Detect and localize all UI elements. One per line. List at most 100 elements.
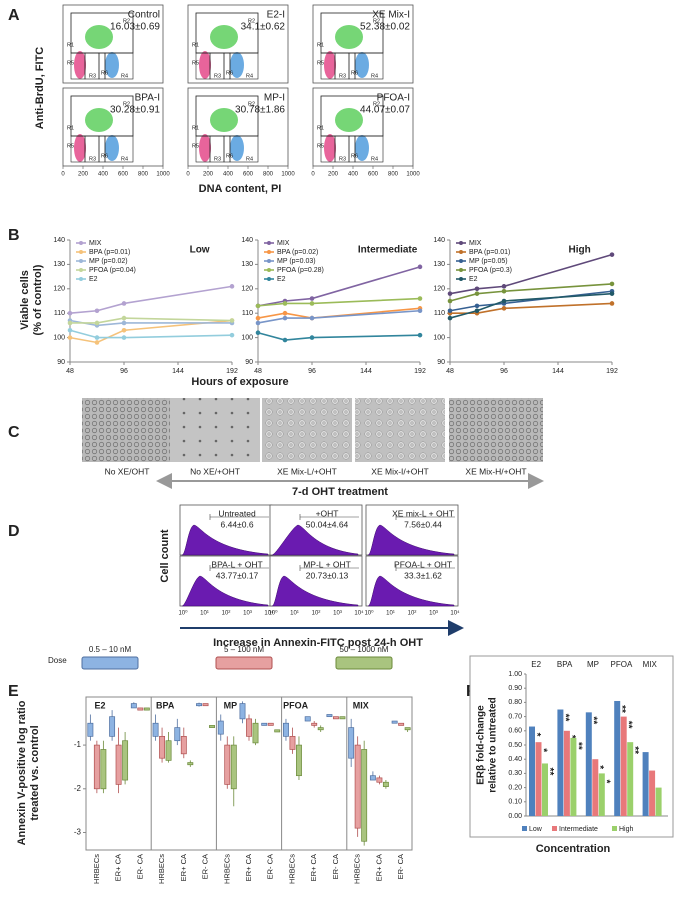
group-label: MP [224, 700, 238, 710]
data-point [501, 298, 507, 304]
cell-population [355, 135, 369, 161]
y-tick-label: 0.20 [508, 784, 522, 791]
data-point [309, 296, 315, 301]
x-tick-label: 96 [500, 368, 508, 375]
gate-label: R6 [351, 153, 358, 159]
series-line [257, 297, 421, 307]
gate-label: R5 [317, 60, 324, 66]
box [152, 722, 159, 737]
x-tick-label: 800 [138, 172, 149, 178]
plot-label: E2-I [267, 10, 285, 21]
bar [529, 726, 535, 816]
legend-swatch [335, 656, 393, 670]
bar [592, 759, 599, 816]
x-tick-label: 192 [414, 368, 426, 375]
legend-marker [459, 277, 463, 281]
y-tick-label: 0.70 [508, 713, 522, 720]
box [391, 720, 398, 724]
box [137, 707, 144, 711]
box [332, 716, 339, 720]
data-point [94, 335, 100, 340]
x-tick-label: 96 [308, 368, 316, 375]
x-tick-label: 48 [66, 368, 74, 375]
significance: ** [629, 746, 640, 754]
data-point [121, 327, 127, 333]
box [143, 707, 150, 711]
significance: * [601, 779, 612, 783]
data-point [282, 337, 288, 343]
box [224, 744, 231, 785]
legend-label: PFOA (p=0.3) [469, 267, 512, 274]
data-point [447, 298, 453, 304]
category-label: E2 [531, 660, 541, 669]
box [311, 722, 318, 726]
series-line [257, 307, 421, 319]
data-point [67, 320, 73, 326]
x-axis-label: DNA content, PI [199, 183, 282, 195]
y-tick-label: 120 [53, 286, 65, 293]
box [369, 775, 376, 781]
legend-marker [79, 250, 83, 254]
data-point [417, 296, 423, 301]
legend-swatch [522, 826, 527, 831]
data-point [309, 315, 315, 321]
gate [229, 52, 259, 80]
cell-population [105, 52, 119, 78]
y-tick-label: -2 [74, 784, 82, 793]
gate-label: R3 [89, 156, 96, 162]
legend-label: E2 [277, 276, 286, 283]
y-tick-label: 0.80 [508, 699, 522, 706]
y-tick-label: 0.00 [508, 813, 522, 820]
x-tick-label: 1000 [406, 172, 420, 178]
bar [570, 737, 577, 816]
x-tick-label: 1000 [156, 172, 170, 178]
x-tick-label: 400 [98, 172, 109, 178]
box [317, 727, 324, 731]
x-tick-label: 1000 [281, 172, 295, 178]
histogram-value: 33.3±1.62 [404, 570, 442, 580]
y-axis-label: treated vs. control [29, 725, 41, 820]
y-tick-label: 110 [434, 310, 445, 317]
series-line [449, 283, 613, 302]
gate [354, 52, 384, 80]
x-tick-label: 10⁰ [178, 610, 188, 617]
x-tick-label: 10² [222, 611, 231, 617]
plot-value: 52.38±0.02 [360, 22, 410, 33]
legend-swatch [215, 656, 273, 670]
x-tick-label: 10³ [333, 611, 342, 617]
legend-marker [459, 268, 463, 272]
y-tick-label: 0.50 [508, 742, 522, 749]
legend-label: MIX [89, 240, 102, 247]
y-tick-label: -1 [74, 740, 82, 749]
significance: ** [544, 768, 555, 776]
y-axis-label: Viable cells [19, 270, 31, 330]
y-tick-label: 130 [53, 261, 65, 268]
group-label: MIX [353, 700, 369, 710]
histogram-label: MP-L + OHT [303, 559, 351, 569]
box [93, 744, 100, 790]
x-tick-label: 0 [61, 172, 65, 178]
significance: * [537, 748, 548, 752]
legend-label: E2 [89, 276, 98, 283]
y-axis-label: Annexin V-positive log ratio [16, 700, 28, 845]
significance: ** [559, 714, 570, 722]
group-label: E2 [94, 700, 105, 710]
y-tick-label: 90 [245, 359, 253, 366]
x-tick-label: 10³ [429, 611, 438, 617]
cell-population [199, 51, 211, 79]
x-tick-label: 200 [328, 172, 339, 178]
box [187, 762, 194, 766]
x-tick-label: 10⁰ [268, 610, 278, 617]
group-label: BPA [156, 700, 175, 710]
bar [598, 773, 605, 816]
box [354, 744, 361, 829]
legend-label: MIX [469, 240, 482, 247]
category-label: MIX [643, 660, 658, 669]
gate-label: R4 [246, 156, 253, 162]
gate [229, 135, 259, 163]
data-point [609, 252, 615, 257]
y-tick-label: 0.30 [508, 770, 522, 777]
legend-marker [459, 250, 463, 254]
histogram [271, 524, 359, 556]
cell-population [85, 108, 113, 132]
